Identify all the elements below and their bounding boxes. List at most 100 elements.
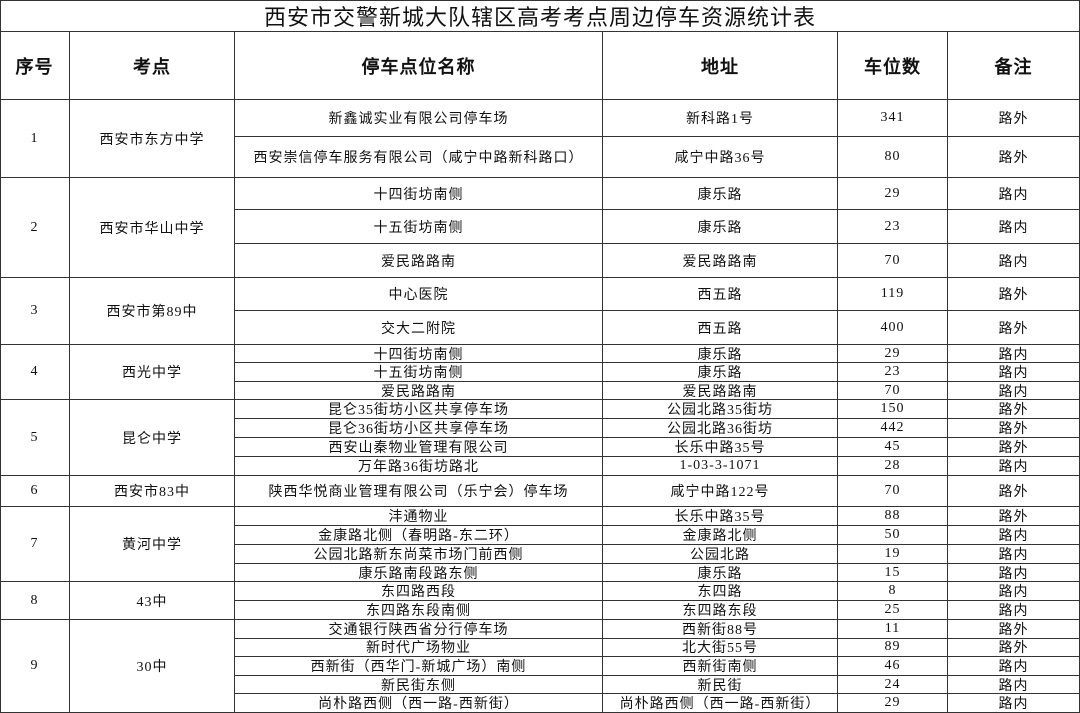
note: 路内 — [948, 694, 1080, 713]
note: 路内 — [948, 564, 1080, 582]
address: 爱民路路南 — [603, 382, 838, 400]
exam-site: 昆仑中学 — [70, 400, 235, 476]
space-count: 119 — [838, 278, 948, 311]
exam-site: 西安市第89中 — [70, 278, 235, 345]
address: 康乐路 — [603, 345, 838, 363]
group-number: 9 — [0, 620, 70, 713]
parking-name: 公园北路新东尚菜市场门前西侧 — [235, 545, 603, 564]
header-cell: 考点 — [70, 32, 235, 100]
parking-name: 交大二附院 — [235, 311, 603, 345]
exam-site: 30中 — [70, 620, 235, 713]
space-count: 24 — [838, 675, 948, 695]
parking-name: 万年路36街坊路北 — [235, 457, 603, 476]
address: 咸宁中路122号 — [603, 476, 838, 507]
parking-name: 十四街坊南侧 — [235, 178, 603, 210]
address: 公园北路 — [603, 545, 838, 564]
parking-name: 昆仑36街坊小区共享停车场 — [235, 419, 603, 438]
group-number: 7 — [0, 507, 70, 582]
parking-name: 康乐路南段路东侧 — [235, 564, 603, 582]
group-number: 4 — [0, 345, 70, 400]
group-number: 2 — [0, 178, 70, 278]
address: 康乐路 — [603, 564, 838, 582]
address: 康乐路 — [603, 178, 838, 210]
parking-name: 爱民路路南 — [235, 244, 603, 278]
note: 路内 — [948, 601, 1080, 620]
note: 路外 — [948, 278, 1080, 311]
space-count: 25 — [838, 601, 948, 620]
parking-name: 金康路北侧（春明路-东二环） — [235, 526, 603, 545]
space-count: 70 — [838, 382, 948, 400]
space-count: 28 — [838, 457, 948, 476]
parking-name: 爱民路路南 — [235, 382, 603, 400]
address: 公园北路36街坊 — [603, 419, 838, 438]
address: 尚朴路西侧（西一路-西新街） — [603, 694, 838, 713]
space-count: 88 — [838, 507, 948, 526]
address: 1-03-3-1071 — [603, 457, 838, 476]
note: 路内 — [948, 675, 1080, 695]
note: 路外 — [948, 438, 1080, 457]
address: 北大街55号 — [603, 638, 838, 658]
exam-site: 西安市华山中学 — [70, 178, 235, 278]
parking-name: 新鑫诚实业有限公司停车场 — [235, 100, 603, 137]
note: 路外 — [948, 311, 1080, 345]
parking-name: 西新街（西华门-新城广场）南侧 — [235, 657, 603, 676]
parking-name: 东四路东段南侧 — [235, 601, 603, 620]
space-count: 45 — [838, 438, 948, 457]
address: 西五路 — [603, 311, 838, 345]
space-count: 23 — [838, 210, 948, 244]
parking-name: 昆仑35街坊小区共享停车场 — [235, 400, 603, 419]
address: 康乐路 — [603, 210, 838, 244]
note: 路内 — [948, 657, 1080, 676]
parking-name: 东四路西段 — [235, 582, 603, 601]
address: 东四路 — [603, 582, 838, 601]
exam-site: 西光中学 — [70, 345, 235, 400]
parking-name: 西安山秦物业管理有限公司 — [235, 438, 603, 457]
address: 长乐中路35号 — [603, 507, 838, 526]
address: 西五路 — [603, 278, 838, 311]
space-count: 46 — [838, 657, 948, 676]
table-title: 西安市交警新城大队辖区高考考点周边停车资源统计表 — [0, 0, 1080, 32]
note: 路内 — [948, 178, 1080, 210]
parking-name: 交通银行陕西省分行停车场 — [235, 620, 603, 639]
space-count: 19 — [838, 545, 948, 564]
header-cell: 地址 — [603, 32, 838, 100]
note: 路外 — [948, 100, 1080, 137]
note: 路外 — [948, 137, 1080, 178]
note: 路外 — [948, 507, 1080, 526]
group-number: 5 — [0, 400, 70, 476]
parking-name: 十五街坊南侧 — [235, 363, 603, 382]
space-count: 70 — [838, 244, 948, 278]
header-cell: 停车点位名称 — [235, 32, 603, 100]
space-count: 23 — [838, 363, 948, 382]
address: 爱民路路南 — [603, 244, 838, 278]
space-count: 15 — [838, 564, 948, 582]
note: 路内 — [948, 345, 1080, 363]
space-count: 400 — [838, 311, 948, 345]
note: 路内 — [948, 363, 1080, 382]
address: 新科路1号 — [603, 100, 838, 137]
note: 路外 — [948, 620, 1080, 639]
parking-name: 新时代广场物业 — [235, 638, 603, 658]
note: 路内 — [948, 582, 1080, 601]
space-count: 29 — [838, 694, 948, 713]
space-count: 341 — [838, 100, 948, 137]
header-cell: 序号 — [0, 32, 70, 100]
space-count: 8 — [838, 582, 948, 601]
parking-name: 尚朴路西侧（西一路-西新街） — [235, 694, 603, 713]
address: 金康路北侧 — [603, 526, 838, 545]
note: 路内 — [948, 382, 1080, 400]
exam-site: 黄河中学 — [70, 507, 235, 582]
note: 路外 — [948, 638, 1080, 658]
parking-name: 新民街东侧 — [235, 675, 603, 695]
space-count: 150 — [838, 400, 948, 419]
note: 路外 — [948, 400, 1080, 419]
note: 路外 — [948, 419, 1080, 438]
space-count: 70 — [838, 476, 948, 507]
address: 咸宁中路36号 — [603, 137, 838, 178]
exam-site: 西安市东方中学 — [70, 100, 235, 178]
address: 西新街南侧 — [603, 657, 838, 676]
group-number: 6 — [0, 476, 70, 507]
parking-name: 沣通物业 — [235, 507, 603, 526]
parking-name: 西安崇信停车服务有限公司（咸宁中路新科路口） — [235, 137, 603, 178]
